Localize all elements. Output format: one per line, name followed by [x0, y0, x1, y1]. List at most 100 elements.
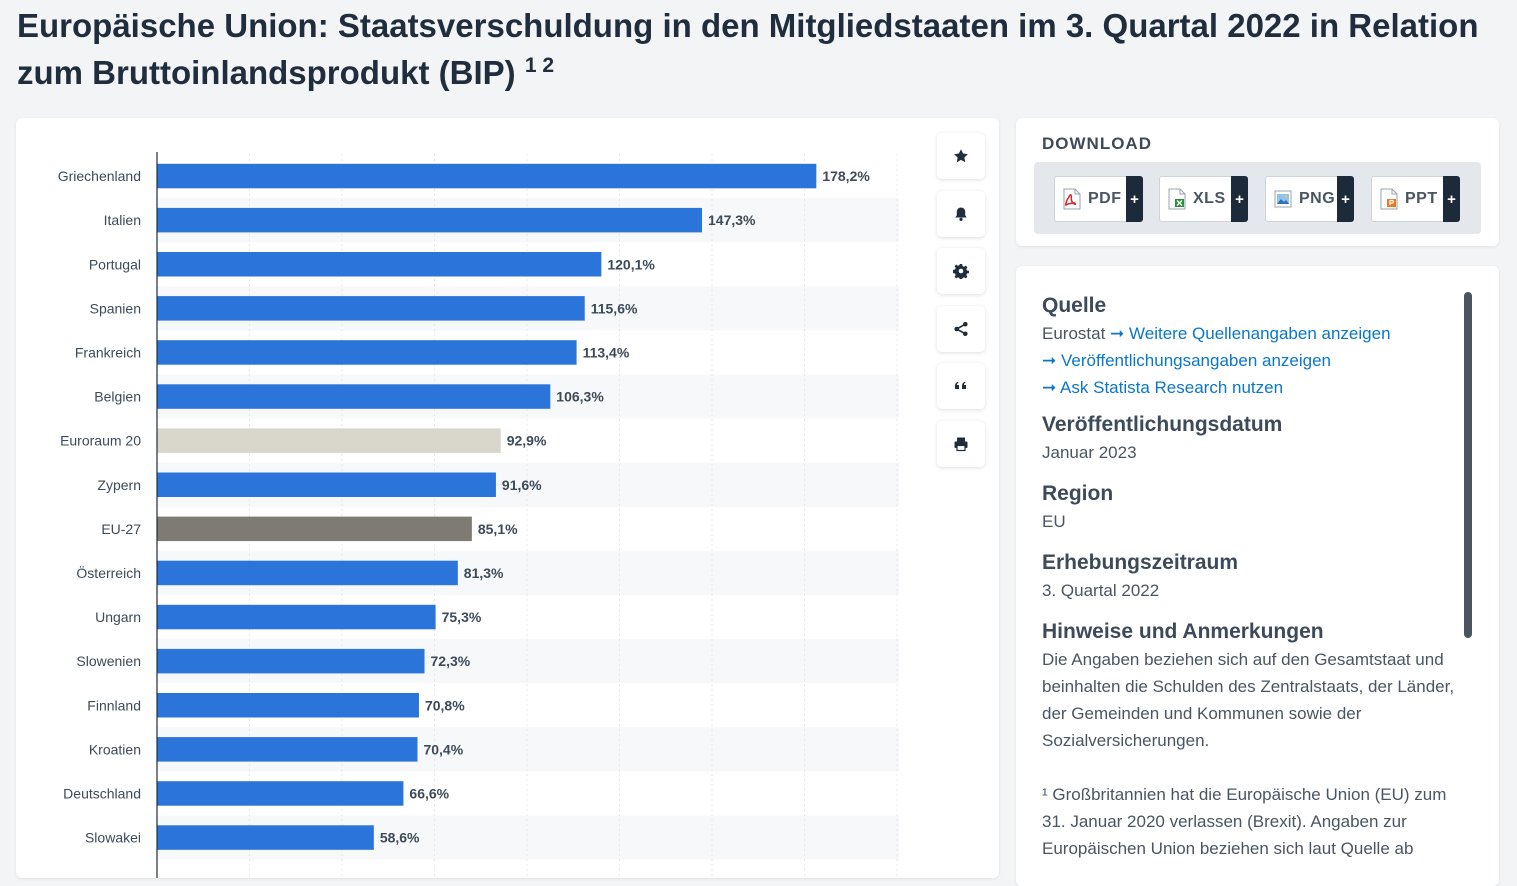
category-label: Zypern [97, 477, 141, 493]
category-label: Frankreich [75, 344, 141, 360]
download-png-button[interactable]: PNG + [1265, 176, 1354, 222]
bar[interactable] [157, 560, 458, 586]
value-label: 91,6% [502, 477, 542, 493]
arrow-right-icon: ➞ [1110, 324, 1125, 343]
info-scrollbar[interactable] [1464, 292, 1472, 638]
value-label: 81,3% [464, 565, 504, 581]
bar[interactable] [157, 384, 551, 409]
category-label: Italien [104, 212, 141, 228]
arrow-right-icon: ➞ [1042, 378, 1057, 397]
download-png-plus[interactable]: + [1337, 176, 1354, 222]
category-label: Finnland [87, 697, 141, 713]
ask-research-link[interactable]: Ask Statista Research nutzen [1060, 378, 1284, 397]
notification-button[interactable] [937, 190, 985, 237]
category-label: Portugal [89, 256, 141, 272]
value-label: 70,4% [423, 741, 463, 757]
category-label: Griechenland [58, 168, 141, 184]
bar[interactable] [157, 428, 501, 453]
category-label: Slowakei [85, 830, 141, 846]
download-card: DOWNLOAD PDF + XLS + PNG + PPT + [1016, 118, 1499, 246]
value-label: 75,3% [442, 609, 482, 625]
more-sources-link[interactable]: Weitere Quellenangaben anzeigen [1129, 324, 1391, 343]
xls-file-icon [1168, 188, 1186, 210]
title-footnote-marks: 1 2 [524, 54, 555, 77]
publication-details-line: ➞ Veröffentlichungsangaben anzeigen [1042, 347, 1462, 374]
value-label: 58,6% [380, 830, 420, 846]
publication-date-heading: Veröffentlichungsdatum [1042, 413, 1283, 436]
source-name: Eurostat [1042, 324, 1106, 343]
value-label: 70,8% [425, 697, 465, 713]
bar[interactable] [157, 472, 496, 498]
bar[interactable] [157, 163, 817, 189]
value-label: 113,4% [583, 344, 630, 360]
survey-period-heading: Erhebungszeitraum [1042, 551, 1239, 574]
value-label: 85,1% [478, 521, 518, 537]
download-ppt-button[interactable]: PPT + [1371, 176, 1460, 222]
ask-research-line: ➞ Ask Statista Research nutzen [1042, 374, 1462, 401]
page-title-text: Europäische Union: Staatsverschuldung in… [17, 7, 1479, 91]
bar[interactable] [157, 252, 602, 277]
publication-date-value: Januar 2023 [1042, 443, 1137, 462]
favorite-button[interactable] [937, 133, 985, 179]
download-pdf-plus[interactable]: + [1126, 176, 1143, 222]
info-content: Quelle Eurostat ➞ Weitere Quellenangaben… [1042, 292, 1462, 862]
value-label: 72,3% [431, 653, 471, 669]
gear-icon [953, 264, 969, 279]
bell-icon [955, 207, 967, 221]
bar[interactable] [157, 604, 436, 630]
bar[interactable] [157, 825, 374, 850]
category-label: Deutschland [63, 785, 141, 801]
bar[interactable] [157, 737, 418, 762]
arrow-right-icon: ➞ [1042, 351, 1057, 370]
bar[interactable] [157, 296, 585, 321]
download-ppt-label: PPT [1405, 190, 1438, 207]
bar[interactable] [157, 781, 404, 806]
category-label: EU-27 [101, 521, 141, 537]
download-png-label: PNG [1299, 190, 1336, 207]
category-label: Österreich [76, 564, 141, 581]
share-icon [954, 321, 968, 336]
bar[interactable] [157, 648, 425, 674]
share-button[interactable] [937, 305, 985, 352]
print-button[interactable] [937, 420, 985, 467]
value-label: 120,1% [607, 256, 655, 272]
cite-button[interactable] [937, 363, 985, 409]
value-label: 66,6% [409, 785, 449, 801]
value-label: 106,3% [556, 389, 604, 405]
publication-details-link[interactable]: Veröffentlichungsangaben anzeigen [1060, 351, 1332, 370]
source-line: Eurostat ➞ Weitere Quellenangaben anzeig… [1042, 320, 1462, 347]
bar[interactable] [157, 207, 703, 233]
survey-period-value: 3. Quartal 2022 [1042, 581, 1160, 600]
footnote-text: ¹ Großbritannien hat die Europäische Uni… [1042, 785, 1447, 858]
ppt-file-icon [1380, 188, 1398, 210]
value-label: 92,9% [507, 433, 547, 449]
bar[interactable] [157, 516, 472, 542]
download-ppt-plus[interactable]: + [1443, 176, 1460, 222]
download-xls-plus[interactable]: + [1231, 176, 1248, 222]
category-label: Kroatien [89, 741, 141, 757]
download-pdf-button[interactable]: PDF + [1054, 176, 1143, 222]
info-card: Quelle Eurostat ➞ Weitere Quellenangaben… [1016, 266, 1499, 886]
download-pdf-label: PDF [1088, 190, 1122, 207]
print-icon [954, 437, 968, 451]
source-heading: Quelle [1042, 294, 1107, 317]
png-file-icon [1274, 190, 1292, 208]
download-button-bar: PDF + XLS + PNG + PPT + [1034, 162, 1481, 234]
value-label: 147,3% [708, 212, 756, 228]
category-label: Slowenien [76, 653, 141, 669]
settings-button[interactable] [937, 248, 985, 294]
region-heading: Region [1042, 482, 1114, 505]
notes-text: Die Angaben beziehen sich auf den Gesamt… [1042, 650, 1455, 750]
value-label: 178,2% [822, 168, 870, 184]
chart-card: Griechenland 178,2% Italien 147,3% Portugal 1… [16, 118, 999, 878]
pdf-file-icon [1063, 188, 1081, 210]
chart-toolbar [937, 133, 985, 478]
notes-heading: Hinweise und Anmerkungen [1042, 620, 1324, 643]
download-title: DOWNLOAD [1042, 134, 1152, 153]
quote-icon [955, 381, 966, 389]
download-xls-button[interactable]: XLS + [1159, 176, 1248, 222]
star-icon [954, 149, 968, 163]
download-xls-label: XLS [1193, 190, 1226, 207]
bar[interactable] [157, 340, 577, 365]
bar[interactable] [157, 693, 419, 718]
